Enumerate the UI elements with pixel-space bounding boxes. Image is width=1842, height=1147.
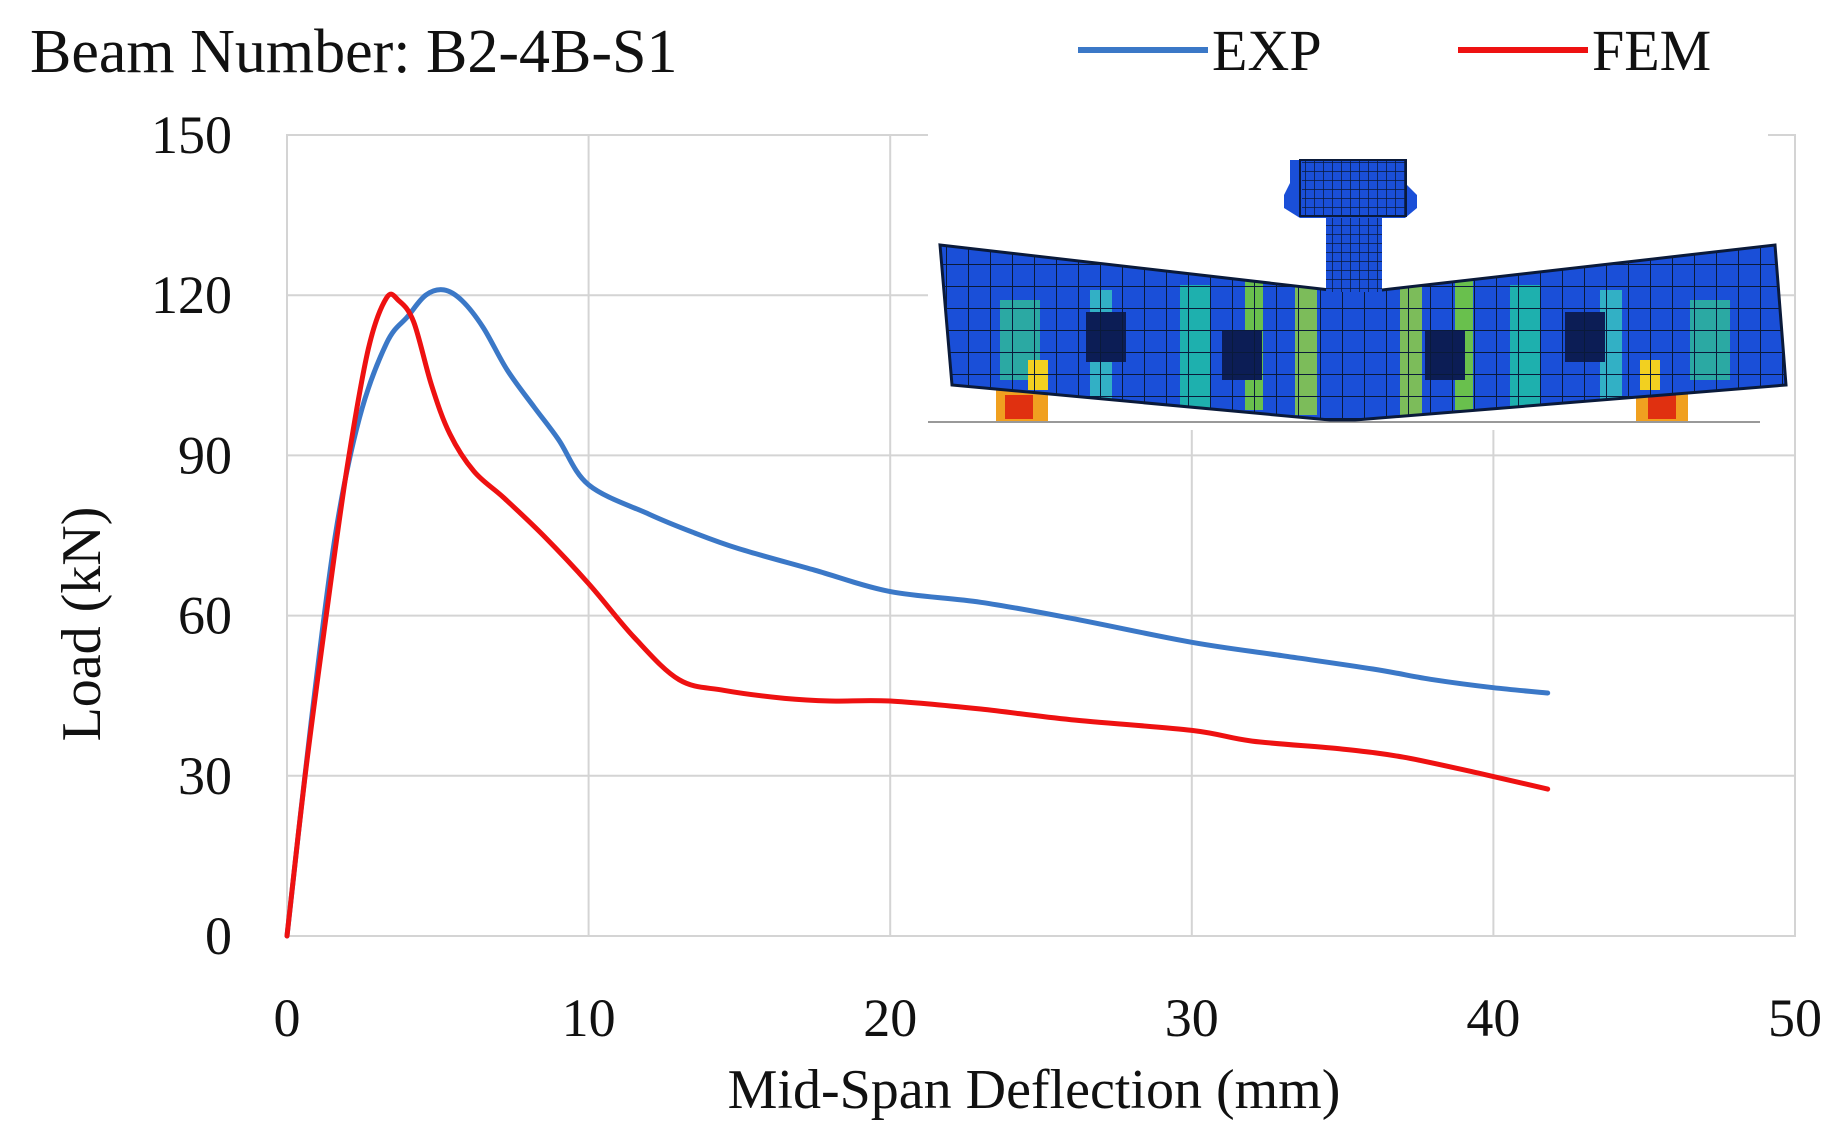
y-tick-label: 120 (151, 265, 232, 325)
legend-label-exp: EXP (1212, 18, 1322, 83)
tick-labels: 0 10 20 30 40 50 0 30 60 90 120 150 (151, 105, 1822, 1048)
x-axis-label: Mid-Span Deflection (mm) (728, 1059, 1341, 1121)
x-tick-label: 20 (863, 988, 917, 1048)
x-tick-label: 30 (1165, 988, 1219, 1048)
legend-item-fem: FEM (1458, 18, 1711, 83)
series-line-fem (284, 291, 1551, 939)
legend: EXP FEM (1078, 18, 1711, 83)
fem-beam-inset-image (928, 130, 1788, 430)
legend-item-exp: EXP (1078, 18, 1322, 83)
x-tick-label: 40 (1466, 988, 1520, 1048)
y-tick-label: 60 (178, 586, 232, 646)
x-tick-label: 0 (274, 988, 301, 1048)
series-line-exp (284, 287, 1551, 939)
y-tick-label: 0 (205, 906, 232, 966)
y-axis-label: Load (kN) (51, 507, 113, 742)
x-tick-label: 10 (562, 988, 616, 1048)
y-tick-label: 150 (151, 105, 232, 165)
y-tick-label: 30 (178, 746, 232, 806)
y-tick-label: 90 (178, 425, 232, 485)
series-layer (284, 287, 1551, 939)
legend-label-fem: FEM (1592, 18, 1711, 83)
chart-title: Beam Number: B2-4B-S1 (30, 18, 678, 86)
x-tick-label: 50 (1768, 988, 1822, 1048)
